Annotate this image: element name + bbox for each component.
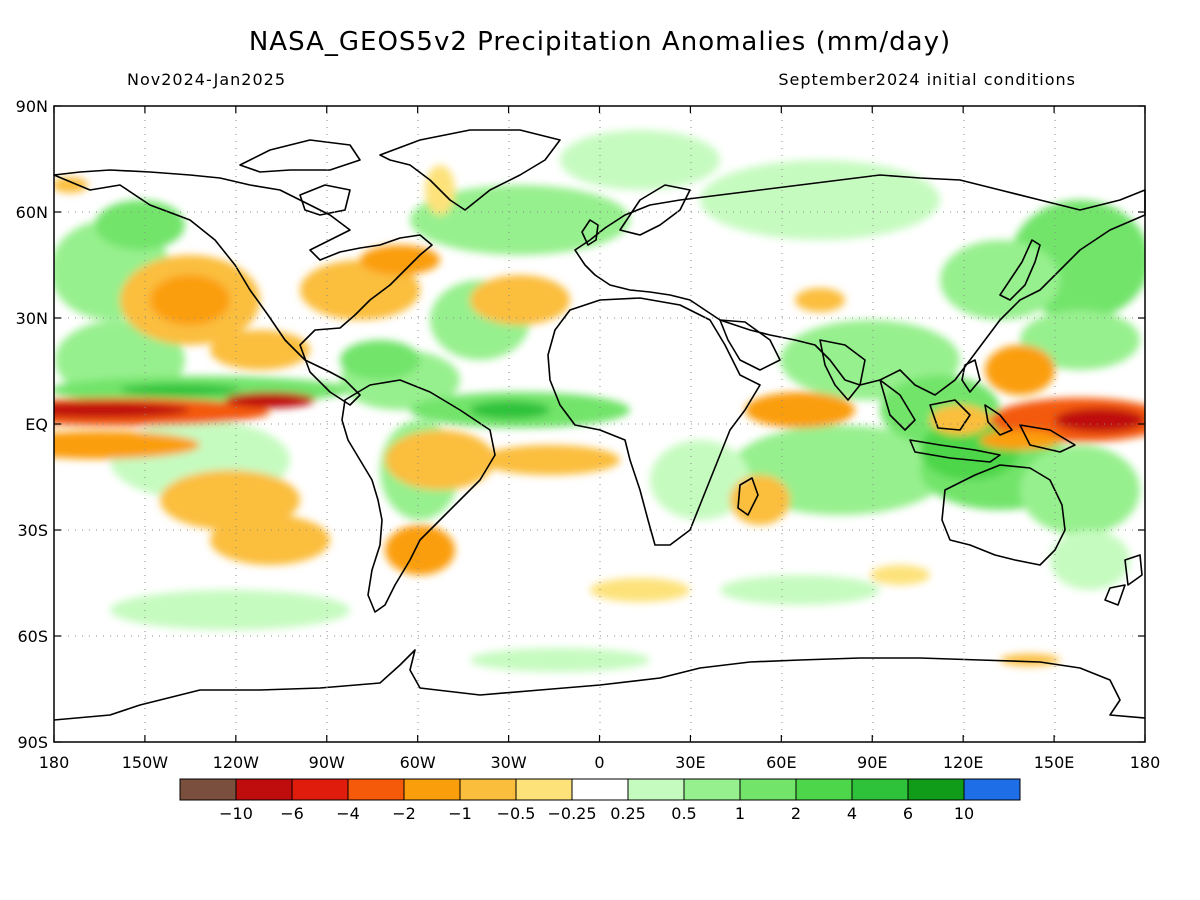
colorbar-swatch xyxy=(403,778,461,801)
coastlines xyxy=(53,129,1146,721)
colorbar-label: 0.25 xyxy=(610,804,646,823)
anomaly-field xyxy=(54,106,1145,742)
colorbar-swatch xyxy=(235,778,293,801)
colorbar-swatch xyxy=(739,778,797,801)
colorbar-label: −10 xyxy=(219,804,253,823)
colorbar-label: 4 xyxy=(847,804,857,823)
longitude-label: 150E xyxy=(1034,753,1075,772)
colorbar-label: 0.5 xyxy=(671,804,696,823)
colorbar-swatch xyxy=(291,778,349,801)
longitude-label: 180 xyxy=(39,753,70,772)
colorbar-label: −4 xyxy=(336,804,360,823)
colorbar-label: −1 xyxy=(448,804,472,823)
colorbar-swatch xyxy=(907,778,965,801)
latitude-label: 30S xyxy=(17,521,48,540)
longitude-label: 60W xyxy=(400,753,436,772)
colorbar-label: 2 xyxy=(791,804,801,823)
latitude-label: 60S xyxy=(17,627,48,646)
latitude-label: 30N xyxy=(16,309,48,328)
colorbar-swatch xyxy=(459,778,517,801)
forecast-period-label: Nov2024-Jan2025 xyxy=(127,70,286,89)
colorbar-label: −6 xyxy=(280,804,304,823)
axis-ticks xyxy=(53,105,1146,743)
chart-title: NASA_GEOS5v2 Precipitation Anomalies (mm… xyxy=(248,27,952,57)
longitude-label: 30W xyxy=(490,753,526,772)
colorbar-label: 1 xyxy=(735,804,745,823)
colorbar-swatch xyxy=(795,778,853,801)
longitude-label: 120W xyxy=(213,753,260,772)
colorbar-label: 6 xyxy=(903,804,913,823)
colorbar-swatch xyxy=(851,778,909,801)
colorbar-swatch xyxy=(627,778,685,801)
colorbar-label: 10 xyxy=(954,804,974,823)
colorbar-label: −0.25 xyxy=(547,804,596,823)
colorbar-swatch xyxy=(571,778,629,801)
graticule xyxy=(54,106,1145,742)
latitude-label: 90S xyxy=(17,733,48,752)
colorbar-swatch xyxy=(683,778,741,801)
longitude-label: 120E xyxy=(943,753,984,772)
colorbar-swatch xyxy=(179,778,237,801)
colorbar-label: −0.5 xyxy=(497,804,536,823)
longitude-label: 180 xyxy=(1130,753,1161,772)
colorbar-label: −2 xyxy=(392,804,416,823)
colorbar-swatch xyxy=(347,778,405,801)
latitude-labels: 90N 60N 30N EQ 30S 60S 90S xyxy=(16,97,48,752)
longitude-label: 0 xyxy=(594,753,604,772)
colorbar: −10 −6 −4 −2 −1 −0.5 −0.25 0.25 0.5 1 2 4 6 10 xyxy=(179,778,1021,823)
colorbar-swatch xyxy=(515,778,573,801)
longitude-label: 60E xyxy=(766,753,796,772)
longitude-label: 90W xyxy=(309,753,345,772)
longitude-label: 30E xyxy=(675,753,705,772)
colorbar-swatch xyxy=(963,778,1021,801)
latitude-label: 90N xyxy=(16,97,48,116)
longitude-label: 90E xyxy=(857,753,887,772)
initial-conditions-label: September2024 initial conditions xyxy=(778,70,1076,89)
latitude-label: 60N xyxy=(16,203,48,222)
latitude-label: EQ xyxy=(25,415,48,434)
longitude-labels: 180 150W 120W 90W 60W 30W 0 30E 60E 90E 120E 150E 18… xyxy=(39,753,1161,772)
longitude-label: 150W xyxy=(122,753,169,772)
